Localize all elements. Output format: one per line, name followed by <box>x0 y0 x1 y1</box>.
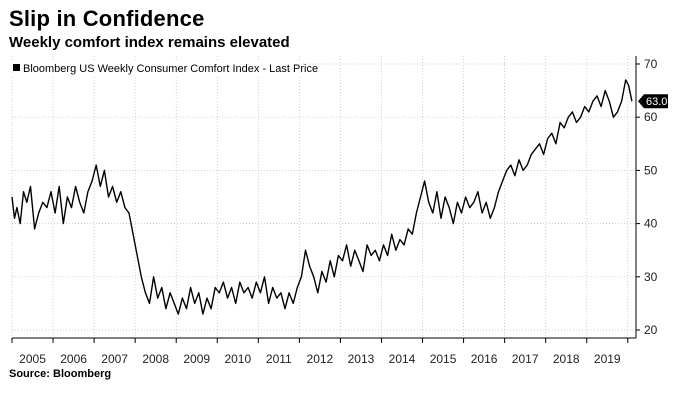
x-tick-label: 2014 <box>389 352 416 366</box>
x-tick-label: 2011 <box>266 352 292 366</box>
y-tick-label: 30 <box>644 270 658 284</box>
x-tick-label: 2015 <box>430 352 457 366</box>
y-tick-label: 40 <box>644 217 658 231</box>
legend: Bloomberg US Weekly Consumer Comfort Ind… <box>10 60 318 76</box>
legend-background <box>10 60 302 76</box>
x-tick-label: 2012 <box>307 352 334 366</box>
x-tick-label: 2005 <box>19 352 46 366</box>
chart-title: Slip in Confidence <box>9 6 205 31</box>
source-note: Source: Bloomberg <box>9 368 112 380</box>
y-tick-label: 50 <box>644 163 658 177</box>
x-tick-label: 2018 <box>553 352 580 366</box>
x-tick-label: 2009 <box>183 352 210 366</box>
x-axis-ticks: 2005 2006 2007 2008 2009 2010 2011 2012 2013 2014… <box>11 337 636 366</box>
x-tick-label: 2019 <box>594 352 621 366</box>
legend-swatch <box>13 64 20 71</box>
series-line-comfort-index <box>11 79 633 315</box>
y-axis-ticks: 20 30 40 50 60 70 <box>635 56 658 338</box>
chart-subtitle: Weekly comfort index remains elevated <box>9 34 290 51</box>
y-tick-label: 20 <box>644 323 658 337</box>
y-tick-label: 70 <box>644 57 658 71</box>
last-price-label: 63.0 <box>646 96 667 108</box>
x-tick-label: 2008 <box>142 352 169 366</box>
grid-lines <box>11 56 636 338</box>
x-tick-label: 2017 <box>512 352 539 366</box>
y-tick-label: 60 <box>644 110 658 124</box>
x-tick-label: 2016 <box>471 352 498 366</box>
last-price-marker: 63.0 <box>638 94 668 109</box>
legend-entry: Bloomberg US Weekly Consumer Comfort Ind… <box>23 63 318 75</box>
x-tick-label: 2006 <box>60 352 87 366</box>
x-tick-label: 2007 <box>101 352 128 366</box>
x-tick-label: 2010 <box>224 352 251 366</box>
x-tick-label: 2013 <box>348 352 375 366</box>
last-price-badge <box>638 94 668 109</box>
